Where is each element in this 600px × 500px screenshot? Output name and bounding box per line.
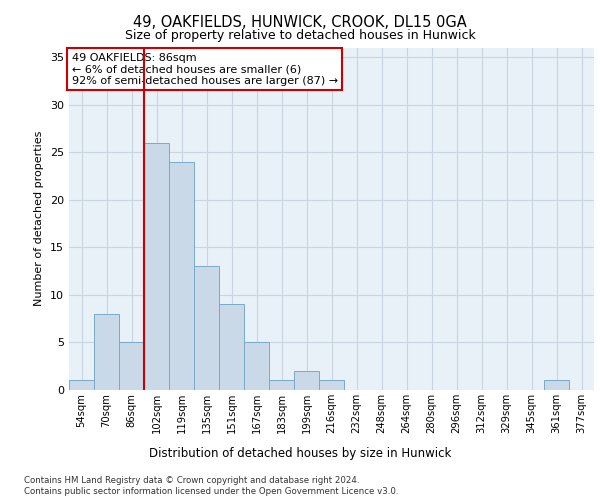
- Bar: [169, 162, 194, 390]
- Text: 49 OAKFIELDS: 86sqm
← 6% of detached houses are smaller (6)
92% of semi-detached: 49 OAKFIELDS: 86sqm ← 6% of detached hou…: [71, 52, 338, 86]
- Bar: [319, 380, 344, 390]
- Text: Distribution of detached houses by size in Hunwick: Distribution of detached houses by size …: [149, 448, 451, 460]
- Bar: [119, 342, 144, 390]
- Text: 49, OAKFIELDS, HUNWICK, CROOK, DL15 0GA: 49, OAKFIELDS, HUNWICK, CROOK, DL15 0GA: [133, 15, 467, 30]
- Text: Size of property relative to detached houses in Hunwick: Size of property relative to detached ho…: [125, 29, 475, 42]
- Bar: [69, 380, 94, 390]
- Bar: [219, 304, 244, 390]
- Y-axis label: Number of detached properties: Number of detached properties: [34, 131, 44, 306]
- Bar: [144, 142, 169, 390]
- Text: Contains HM Land Registry data © Crown copyright and database right 2024.: Contains HM Land Registry data © Crown c…: [24, 476, 359, 485]
- Bar: [244, 342, 269, 390]
- Bar: [269, 380, 294, 390]
- Bar: [194, 266, 219, 390]
- Text: Contains public sector information licensed under the Open Government Licence v3: Contains public sector information licen…: [24, 487, 398, 496]
- Bar: [544, 380, 569, 390]
- Bar: [94, 314, 119, 390]
- Bar: [294, 371, 319, 390]
